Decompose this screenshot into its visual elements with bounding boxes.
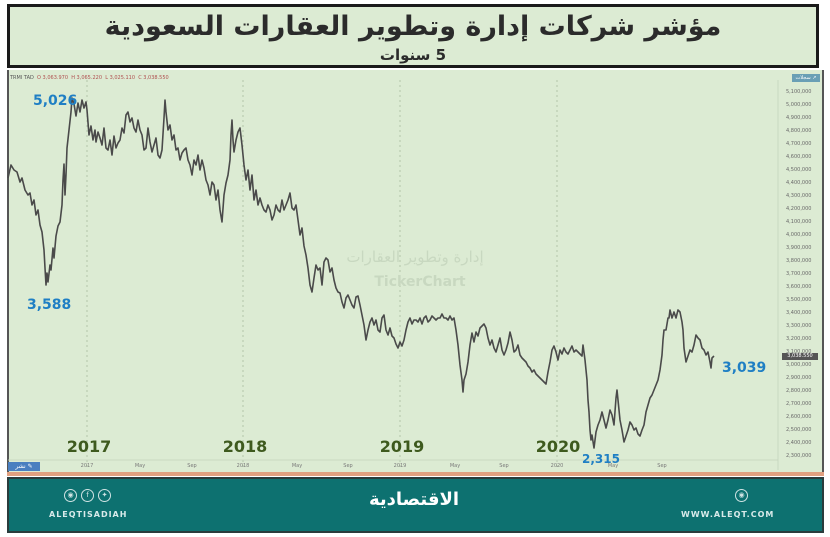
y-tick: 4,100,000: [786, 219, 812, 225]
y-tick: 5,000,000: [786, 102, 812, 108]
annotation-last: 3,039: [722, 360, 767, 376]
y-tick: 2,700,000: [786, 401, 812, 407]
close-value: C 3,038.550: [138, 75, 169, 81]
y-tick: 3,800,000: [786, 258, 812, 264]
social-handle: ALEQTISADIAH: [49, 510, 128, 519]
website-link[interactable]: WWW.ALEQT.COM: [681, 510, 775, 519]
x-tick: May: [607, 463, 619, 469]
draw-button[interactable]: نشر ✎: [8, 462, 40, 471]
y-tick: 2,400,000: [786, 440, 812, 446]
y-tick: 4,900,000: [786, 115, 812, 121]
symbol-label: TRMI TAD: [10, 75, 34, 81]
x-tick: Sep: [657, 463, 667, 469]
open-value: O 3,063.970: [37, 75, 69, 81]
y-tick: 2,800,000: [786, 388, 812, 394]
chart-bottom-border: [7, 472, 824, 476]
low-value: L 3,025.110: [105, 75, 136, 81]
x-tick: Sep: [499, 463, 509, 469]
x-tick: Sep: [187, 463, 197, 469]
y-tick: 4,800,000: [786, 128, 812, 134]
y-tick: 3,300,000: [786, 323, 812, 329]
y-tick: 4,000,000: [786, 232, 812, 238]
price-line: [7, 97, 715, 449]
year-label-2018: 2018: [222, 437, 268, 456]
chart-area: [7, 70, 824, 474]
current-price-tag: 3,038.550: [782, 353, 818, 360]
chart-title: مؤشر شركات إدارة وتطوير العقارات السعودي…: [104, 11, 722, 42]
y-tick: 4,700,000: [786, 141, 812, 147]
annotation-early-low: 3,588: [27, 297, 72, 313]
y-tick: 3,900,000: [786, 245, 812, 251]
x-tick: May: [449, 463, 461, 469]
x-tick: 2017: [80, 463, 94, 469]
y-tick: 3,700,000: [786, 271, 812, 277]
y-tick: 4,500,000: [786, 167, 812, 173]
y-tick: 2,500,000: [786, 427, 812, 433]
facebook-icon[interactable]: f: [81, 489, 94, 502]
watermark-arabic: إدارة وتطوير العقارات: [346, 248, 484, 266]
year-label-2017: 2017: [66, 437, 112, 456]
chart-subtitle: 5 سنوات: [379, 46, 447, 64]
title-box: مؤشر شركات إدارة وتطوير العقارات السعودي…: [7, 4, 819, 68]
annotation-high: 5,026: [33, 93, 78, 109]
y-tick: 3,600,000: [786, 284, 812, 290]
y-tick: 4,200,000: [786, 206, 812, 212]
y-tick: 4,400,000: [786, 180, 812, 186]
x-tick: 2019: [393, 463, 407, 469]
year-label-2019: 2019: [379, 437, 425, 456]
x-tick: May: [291, 463, 303, 469]
brand-logo: الاقتصادية: [368, 489, 460, 510]
x-tick: 2018: [236, 463, 250, 469]
y-tick: 3,200,000: [786, 336, 812, 342]
y-tick: 4,600,000: [786, 154, 812, 160]
y-tick: 3,100,000: [786, 349, 812, 355]
instagram-icon[interactable]: ◉: [64, 489, 77, 502]
y-tick: 3,500,000: [786, 297, 812, 303]
year-label-2020: 2020: [535, 437, 581, 456]
y-tick: 5,100,000: [786, 89, 812, 95]
y-tick: 3,000,000: [786, 362, 812, 368]
y-tick: 3,400,000: [786, 310, 812, 316]
social-icons: ◉ f ✦: [64, 489, 111, 502]
annotation-covid-low: 2,315: [582, 452, 620, 466]
footer: ◉ f ✦ ALEQTISADIAH الاقتصادية ◉ WWW.ALEQ…: [7, 477, 824, 533]
ohlc-readout: TRMI TAD O 3,063.970 H 3,065.220 L 3,025…: [10, 75, 169, 81]
y-tick: 2,300,000: [786, 453, 812, 459]
y-tick: 2,600,000: [786, 414, 812, 420]
x-tick: 2020: [550, 463, 564, 469]
x-tick: Sep: [343, 463, 353, 469]
y-tick: 4,300,000: [786, 193, 812, 199]
globe-icon: ◉: [735, 489, 748, 502]
y-tick: 2,900,000: [786, 375, 812, 381]
x-tick: May: [134, 463, 146, 469]
high-value: H 3,065.220: [71, 75, 102, 81]
vertical-gridlines: [86, 80, 558, 470]
watermark-tickerchart: TickerChart: [374, 274, 466, 290]
twitter-icon[interactable]: ✦: [98, 489, 111, 502]
settings-button[interactable]: سجلات ↗: [792, 74, 820, 82]
